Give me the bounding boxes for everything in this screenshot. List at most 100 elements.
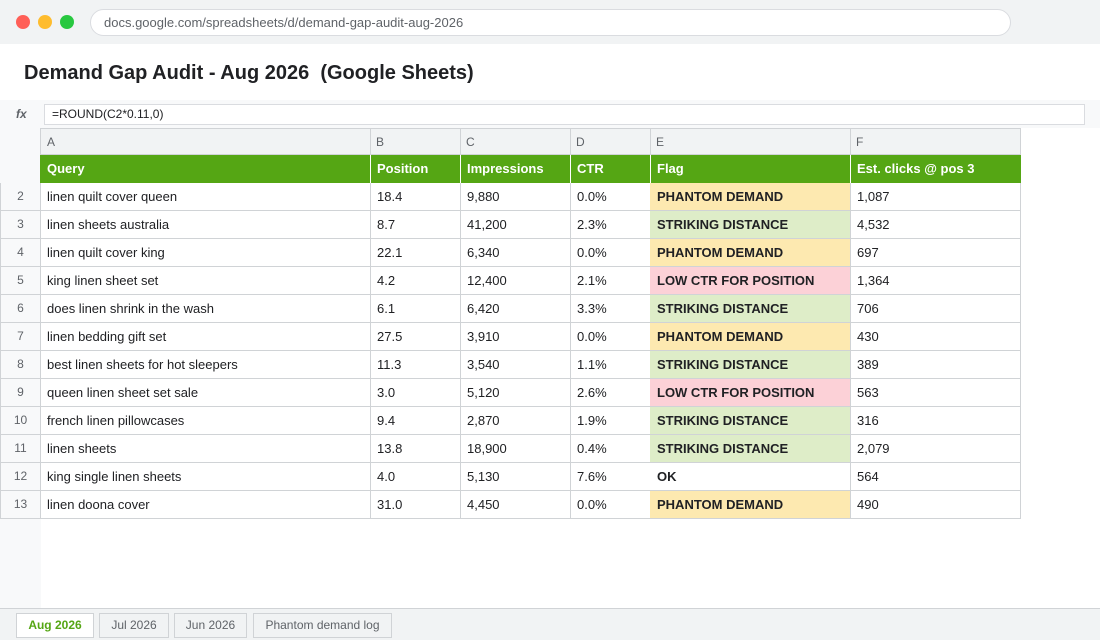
formula-input[interactable]: =ROUND(C2*0.11,0) xyxy=(44,104,1085,125)
cell-query[interactable]: linen sheets xyxy=(40,435,371,463)
sheet-tab-aug-2026[interactable]: Aug 2026 xyxy=(16,613,94,638)
maximize-window-button[interactable] xyxy=(60,15,74,29)
cell-query[interactable]: queen linen sheet set sale xyxy=(40,379,371,407)
cell-ctr[interactable]: 0.0% xyxy=(570,239,651,267)
cell-ctr[interactable]: 2.1% xyxy=(570,267,651,295)
document-title[interactable]: Demand Gap Audit - Aug 2026 (Google Shee… xyxy=(24,62,474,84)
cell-impressions[interactable]: 18,900 xyxy=(460,435,571,463)
cell-ctr[interactable]: 7.6% xyxy=(570,463,651,491)
cell-position[interactable]: 6.1 xyxy=(370,295,461,323)
cell-flag[interactable]: STRIKING DISTANCE xyxy=(650,407,851,435)
row-number[interactable]: 13 xyxy=(0,491,41,519)
cell-position[interactable]: 4.2 xyxy=(370,267,461,295)
cell-impressions[interactable]: 3,540 xyxy=(460,351,571,379)
cell-flag[interactable]: PHANTOM DEMAND xyxy=(650,183,851,211)
cell-est-clicks[interactable]: 563 xyxy=(850,379,1021,407)
column-header-d[interactable]: D xyxy=(570,128,651,155)
cell-ctr[interactable]: 1.1% xyxy=(570,351,651,379)
cell-est-clicks[interactable]: 1,364 xyxy=(850,267,1021,295)
cell-ctr[interactable]: 0.0% xyxy=(570,183,651,211)
row-number[interactable]: 6 xyxy=(0,295,41,323)
header-cell-position[interactable]: Position xyxy=(370,155,461,183)
row-number[interactable]: 8 xyxy=(0,351,41,379)
header-cell-ctr[interactable]: CTR xyxy=(570,155,651,183)
cell-query[interactable]: french linen pillowcases xyxy=(40,407,371,435)
cell-ctr[interactable]: 2.6% xyxy=(570,379,651,407)
cell-est-clicks[interactable]: 2,079 xyxy=(850,435,1021,463)
cell-position[interactable]: 31.0 xyxy=(370,491,461,519)
cell-position[interactable]: 9.4 xyxy=(370,407,461,435)
cell-flag[interactable]: STRIKING DISTANCE xyxy=(650,295,851,323)
cell-position[interactable]: 27.5 xyxy=(370,323,461,351)
cell-ctr[interactable]: 0.0% xyxy=(570,323,651,351)
row-number[interactable]: 10 xyxy=(0,407,41,435)
cell-impressions[interactable]: 3,910 xyxy=(460,323,571,351)
cell-ctr[interactable]: 0.0% xyxy=(570,491,651,519)
cell-flag[interactable]: PHANTOM DEMAND xyxy=(650,239,851,267)
cell-impressions[interactable]: 6,340 xyxy=(460,239,571,267)
close-window-button[interactable] xyxy=(16,15,30,29)
row-number[interactable]: 4 xyxy=(0,239,41,267)
cell-flag[interactable]: PHANTOM DEMAND xyxy=(650,491,851,519)
cell-query[interactable]: does linen shrink in the wash xyxy=(40,295,371,323)
cell-impressions[interactable]: 5,130 xyxy=(460,463,571,491)
cell-impressions[interactable]: 12,400 xyxy=(460,267,571,295)
cell-query[interactable]: linen doona cover xyxy=(40,491,371,519)
cell-flag[interactable]: PHANTOM DEMAND xyxy=(650,323,851,351)
cell-query[interactable]: best linen sheets for hot sleepers xyxy=(40,351,371,379)
row-number[interactable]: 3 xyxy=(0,211,41,239)
cell-position[interactable]: 22.1 xyxy=(370,239,461,267)
header-cell-impressions[interactable]: Impressions xyxy=(460,155,571,183)
column-header-c[interactable]: C xyxy=(460,128,571,155)
header-cell-query[interactable]: Query xyxy=(40,155,371,183)
cell-flag[interactable]: LOW CTR FOR POSITION xyxy=(650,379,851,407)
cell-impressions[interactable]: 2,870 xyxy=(460,407,571,435)
cell-query[interactable]: king linen sheet set xyxy=(40,267,371,295)
cell-est-clicks[interactable]: 316 xyxy=(850,407,1021,435)
address-bar[interactable]: docs.google.com/spreadsheets/d/demand-ga… xyxy=(90,9,1011,36)
cell-est-clicks[interactable]: 389 xyxy=(850,351,1021,379)
cell-query[interactable]: king single linen sheets xyxy=(40,463,371,491)
sheet-tab-jul-2026[interactable]: Jul 2026 xyxy=(99,613,169,638)
cell-flag[interactable]: OK xyxy=(650,463,851,491)
cell-est-clicks[interactable]: 564 xyxy=(850,463,1021,491)
sheet-tab-jun-2026[interactable]: Jun 2026 xyxy=(174,613,247,638)
cell-ctr[interactable]: 0.4% xyxy=(570,435,651,463)
cell-impressions[interactable]: 5,120 xyxy=(460,379,571,407)
cell-impressions[interactable]: 4,450 xyxy=(460,491,571,519)
cell-est-clicks[interactable]: 430 xyxy=(850,323,1021,351)
row-number[interactable]: 5 xyxy=(0,267,41,295)
cell-impressions[interactable]: 41,200 xyxy=(460,211,571,239)
column-header-a[interactable]: A xyxy=(40,128,371,155)
cell-query[interactable]: linen bedding gift set xyxy=(40,323,371,351)
column-header-b[interactable]: B xyxy=(370,128,461,155)
cell-impressions[interactable]: 9,880 xyxy=(460,183,571,211)
row-number[interactable]: 2 xyxy=(0,183,41,211)
column-header-e[interactable]: E xyxy=(650,128,851,155)
row-number[interactable]: 7 xyxy=(0,323,41,351)
cell-query[interactable]: linen sheets australia xyxy=(40,211,371,239)
cell-ctr[interactable]: 3.3% xyxy=(570,295,651,323)
cell-flag[interactable]: STRIKING DISTANCE xyxy=(650,351,851,379)
cell-position[interactable]: 3.0 xyxy=(370,379,461,407)
cell-ctr[interactable]: 2.3% xyxy=(570,211,651,239)
cell-impressions[interactable]: 6,420 xyxy=(460,295,571,323)
minimize-window-button[interactable] xyxy=(38,15,52,29)
cell-est-clicks[interactable]: 706 xyxy=(850,295,1021,323)
cell-position[interactable]: 4.0 xyxy=(370,463,461,491)
cell-query[interactable]: linen quilt cover queen xyxy=(40,183,371,211)
cell-est-clicks[interactable]: 490 xyxy=(850,491,1021,519)
cell-position[interactable]: 11.3 xyxy=(370,351,461,379)
cell-position[interactable]: 8.7 xyxy=(370,211,461,239)
cell-ctr[interactable]: 1.9% xyxy=(570,407,651,435)
cell-est-clicks[interactable]: 4,532 xyxy=(850,211,1021,239)
cell-position[interactable]: 13.8 xyxy=(370,435,461,463)
header-cell-flag[interactable]: Flag xyxy=(650,155,851,183)
header-cell-est-clicks[interactable]: Est. clicks @ pos 3 xyxy=(857,161,975,176)
cell-est-clicks[interactable]: 697 xyxy=(850,239,1021,267)
row-number[interactable]: 9 xyxy=(0,379,41,407)
row-number[interactable]: 11 xyxy=(0,435,41,463)
cell-position[interactable]: 18.4 xyxy=(370,183,461,211)
cell-flag[interactable]: STRIKING DISTANCE xyxy=(650,435,851,463)
cell-flag[interactable]: STRIKING DISTANCE xyxy=(650,211,851,239)
